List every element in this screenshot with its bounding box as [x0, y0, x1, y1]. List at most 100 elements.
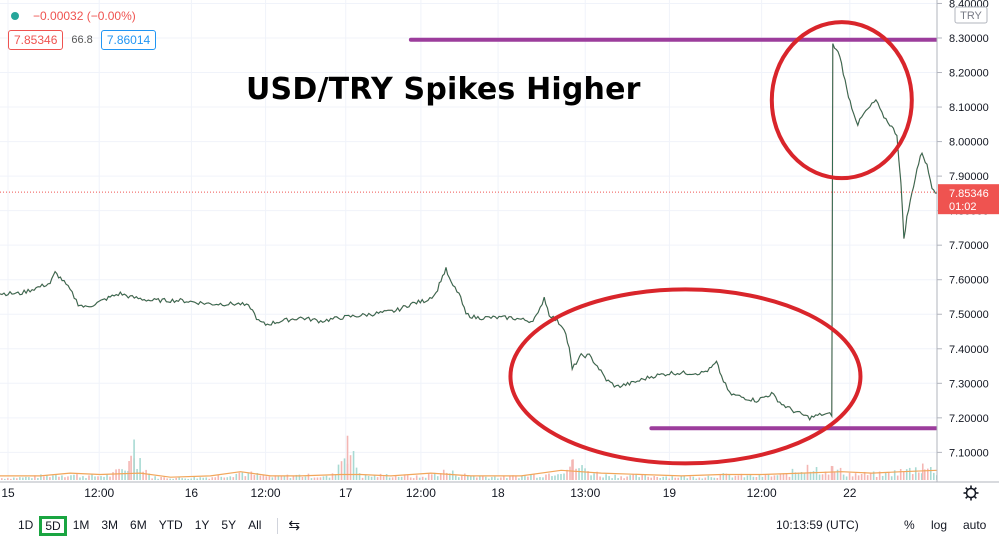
volume-bar [133, 439, 135, 480]
y-tick-label: 7.20000 [949, 413, 989, 425]
volume-bar [259, 475, 262, 480]
timeframe-all[interactable]: All [248, 517, 262, 532]
volume-bar [244, 476, 247, 480]
volume-bar [911, 474, 914, 480]
volume-bar [448, 473, 451, 480]
bottom-toolbar: 1D 5D 1M 3M 6M YTD 1Y 5Y All ⇆ 10:13:59 (UTC) % … [0, 512, 999, 539]
volume-bar [280, 475, 283, 480]
volume-bar [815, 467, 818, 480]
timeframe-1m[interactable]: 1M [72, 517, 90, 532]
volume-bar [193, 477, 196, 480]
volume-bar [430, 474, 433, 480]
volume-bar [761, 476, 764, 480]
volume-bar [671, 476, 674, 480]
timeframe-5d[interactable]: 5D [39, 515, 67, 536]
x-tick-label: 16 [185, 486, 199, 500]
volume-bar [340, 461, 343, 480]
volume-bar [88, 475, 90, 480]
volume-bar [770, 476, 773, 480]
volume-bar [683, 475, 686, 480]
timeframe-6m[interactable]: 6M [130, 517, 147, 532]
x-tick-label: 15 [1, 486, 15, 500]
x-tick-label: 18 [491, 486, 505, 500]
volume-bar [836, 469, 839, 480]
volume-bar [743, 477, 746, 480]
volume-bar [782, 473, 785, 480]
volume-bar [403, 474, 406, 480]
volume-bar [902, 471, 905, 480]
volume-bar [154, 476, 156, 480]
volume-bar [142, 471, 144, 480]
status-dot-icon [11, 12, 19, 20]
volume-bar [328, 477, 331, 480]
volume-bar [530, 474, 532, 480]
volume-bar [226, 477, 229, 480]
volume-bar [274, 475, 277, 480]
timeframe-1y[interactable]: 1Y [194, 517, 210, 532]
price-axis[interactable]: 7.10000 7.20000 7.30000 7.40000 7.50000 7.600… [936, 0, 999, 482]
volume-bar [355, 467, 358, 480]
y-tick-label: 7.40000 [949, 344, 989, 356]
timeframe-1d[interactable]: 1D [18, 517, 34, 532]
volume-bar [58, 476, 60, 480]
volume-bar [831, 466, 834, 480]
volume-bar [253, 474, 256, 480]
volume-bar [217, 475, 220, 480]
volume-bar [776, 475, 779, 480]
volume-bar [370, 476, 373, 480]
volume-bar [701, 478, 704, 480]
volume-bar [746, 475, 749, 480]
spread-value: 66.8 [71, 34, 93, 46]
volume-bar [491, 477, 493, 480]
clock[interactable]: 10:13:59 (UTC) [776, 518, 859, 532]
volume-bar [626, 476, 628, 480]
volume-bar [767, 474, 770, 480]
volume-bar [476, 477, 478, 480]
price-axis-background [937, 0, 999, 482]
volume-bar [779, 473, 782, 480]
volume-bar [752, 476, 755, 480]
volume-bar [791, 468, 794, 480]
timeframe-ytd[interactable]: YTD [158, 517, 183, 532]
volume-bar [896, 475, 899, 480]
volume-bar [352, 451, 355, 480]
last-price-countdown: 01:02 [949, 201, 977, 213]
volume-bar [485, 476, 487, 480]
volume-bar [869, 473, 872, 480]
volume-bar [376, 477, 379, 480]
volume-bar [445, 472, 448, 480]
volume-bar [536, 477, 538, 480]
volume-bar [572, 459, 574, 480]
volume-bar [914, 467, 917, 480]
volume-bar [160, 476, 162, 480]
volume-bar [220, 476, 223, 480]
volume-bar [361, 477, 364, 480]
volume-bar [929, 467, 932, 480]
volume-bar [584, 468, 586, 480]
log-toggle[interactable]: log [931, 518, 948, 532]
volume-bar [686, 478, 689, 480]
volume-bar [436, 476, 439, 480]
currency-badge: TRY [954, 6, 988, 24]
volume-bar [470, 476, 472, 480]
volume-bar [148, 473, 150, 480]
buy-button[interactable]: 7.86014 [100, 30, 157, 50]
y-tick-label: 8.10000 [949, 102, 989, 114]
volume-bar [878, 471, 881, 480]
volume-bar [463, 473, 466, 480]
volume-bar [25, 476, 27, 480]
auto-toggle[interactable]: auto [963, 518, 987, 532]
timeframe-3m[interactable]: 3M [101, 517, 119, 532]
gear-icon[interactable] [963, 485, 979, 501]
compare-range-icon[interactable]: ⇆ [288, 517, 301, 533]
volume-bar [304, 476, 307, 480]
volume-bar [109, 476, 111, 480]
time-axis[interactable]: 15 12:00 16 12:00 17 12:00 18 13:00 19 12:00 22 [0, 481, 999, 500]
timeframe-5y[interactable]: 5Y [221, 517, 237, 532]
volume-bar [94, 476, 96, 480]
sell-button[interactable]: 7.85346 [8, 30, 64, 50]
y-tick-label: 7.50000 [949, 309, 989, 321]
volume-bar [76, 474, 78, 480]
percent-toggle[interactable]: % [904, 518, 915, 532]
